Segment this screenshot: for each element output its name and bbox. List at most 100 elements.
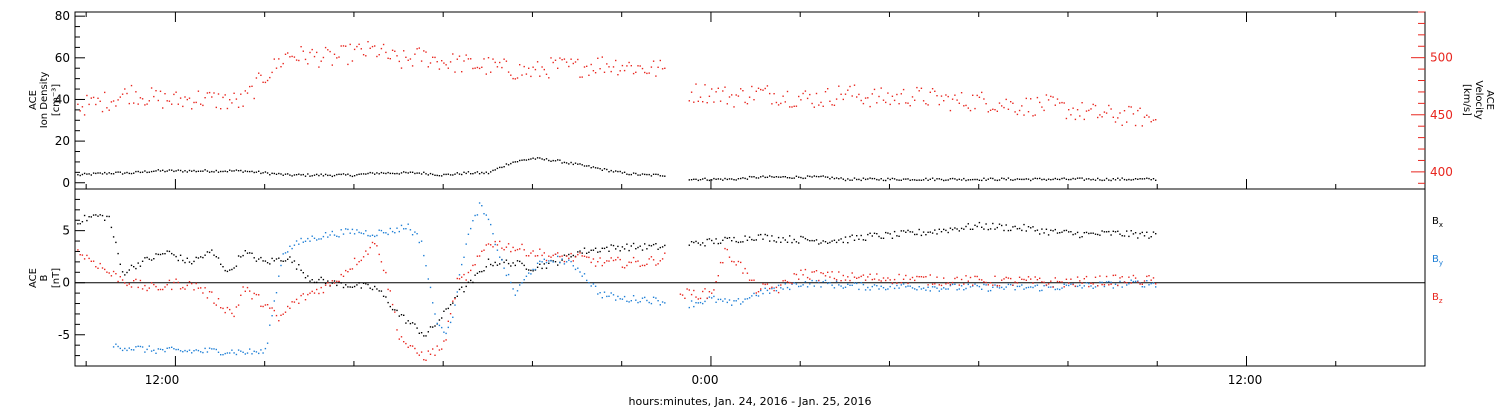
data-point <box>425 173 427 175</box>
data-point <box>452 316 454 318</box>
data-point <box>407 320 409 322</box>
data-point <box>717 298 719 301</box>
data-point <box>264 304 267 306</box>
data-point <box>1139 282 1141 284</box>
data-point <box>782 237 784 239</box>
data-point <box>148 345 150 347</box>
data-point <box>735 179 737 181</box>
data-point <box>708 238 711 240</box>
data-point <box>1123 235 1126 237</box>
data-point <box>391 49 394 51</box>
data-point <box>786 90 789 93</box>
data-point <box>278 275 280 277</box>
data-point <box>443 173 445 176</box>
data-point <box>936 233 938 235</box>
data-point <box>449 321 452 324</box>
data-point <box>981 91 983 94</box>
data-point <box>1076 231 1079 234</box>
data-point <box>164 253 166 255</box>
data-point <box>824 91 827 93</box>
data-point <box>612 244 615 247</box>
data-point <box>501 259 503 261</box>
data-point <box>110 173 113 175</box>
data-point <box>164 170 166 173</box>
data-point <box>818 243 820 245</box>
data-point <box>650 302 653 305</box>
data-point <box>117 252 119 255</box>
data-point <box>1021 178 1023 181</box>
data-point <box>1027 286 1030 289</box>
data-point <box>472 173 474 175</box>
data-point <box>907 102 909 104</box>
data-point <box>742 272 744 274</box>
data-point <box>427 331 429 333</box>
b-tick-label: -5 <box>58 328 70 342</box>
data-point <box>927 104 929 106</box>
data-point <box>92 96 95 99</box>
data-point <box>621 246 624 248</box>
data-point <box>1014 289 1016 291</box>
data-point <box>929 274 931 276</box>
data-point <box>237 349 240 351</box>
data-point <box>1025 97 1027 100</box>
data-point <box>842 178 844 180</box>
data-point <box>581 252 583 254</box>
data-point <box>1114 283 1117 285</box>
data-point <box>1036 229 1039 231</box>
data-point <box>1083 285 1085 287</box>
data-point <box>135 346 137 348</box>
data-point <box>851 179 853 181</box>
data-point <box>940 95 943 97</box>
data-point <box>635 299 637 301</box>
data-point <box>565 162 568 164</box>
data-point <box>403 50 405 52</box>
data-point <box>349 174 351 177</box>
data-point <box>925 177 927 180</box>
b-title-line2: B <box>39 274 50 281</box>
data-point <box>885 179 887 182</box>
data-point <box>590 285 592 287</box>
data-point <box>144 284 146 287</box>
data-point <box>367 234 369 237</box>
data-point <box>943 100 945 102</box>
data-point <box>931 232 934 234</box>
data-point <box>159 170 162 172</box>
data-point <box>316 281 318 284</box>
data-point <box>505 274 508 277</box>
data-point <box>416 327 418 329</box>
data-point <box>617 256 619 259</box>
data-point <box>838 85 840 87</box>
data-point <box>472 281 474 284</box>
data-point <box>766 176 769 178</box>
data-point <box>215 348 217 351</box>
data-point <box>510 250 512 253</box>
data-point <box>302 173 304 176</box>
data-point <box>1005 98 1007 101</box>
data-point <box>715 238 717 240</box>
data-point <box>835 280 838 283</box>
data-point <box>722 179 724 181</box>
data-point <box>275 292 278 294</box>
data-point <box>501 166 503 169</box>
data-point <box>766 289 769 292</box>
data-point <box>717 275 719 277</box>
data-point <box>400 224 403 227</box>
data-point <box>983 283 985 286</box>
data-point <box>769 92 771 95</box>
data-point <box>588 256 590 259</box>
velocity-title-line2: Velocity <box>1473 80 1484 119</box>
data-point <box>467 58 470 60</box>
data-point <box>528 272 530 274</box>
data-point <box>655 75 657 77</box>
data-point <box>1034 230 1036 232</box>
data-point <box>574 268 577 271</box>
data-point <box>499 256 501 258</box>
data-point <box>380 261 383 263</box>
data-point <box>771 235 773 237</box>
data-point <box>733 179 735 181</box>
data-point <box>543 252 545 254</box>
data-point <box>81 254 84 256</box>
data-point <box>1070 231 1072 233</box>
data-point <box>153 95 155 98</box>
data-point <box>791 241 793 244</box>
